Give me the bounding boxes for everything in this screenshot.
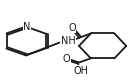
Text: NH: NH	[61, 36, 76, 46]
Text: O: O	[68, 23, 76, 33]
Text: O: O	[62, 54, 70, 64]
Text: N: N	[23, 22, 31, 32]
Text: OH: OH	[74, 66, 89, 76]
